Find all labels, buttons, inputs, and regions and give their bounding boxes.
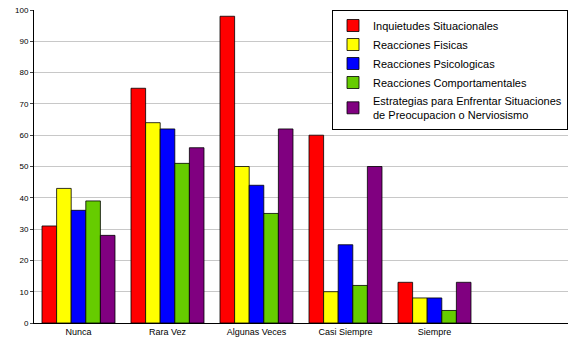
svg-text:0: 0 xyxy=(24,319,29,328)
svg-text:Reacciones Psicologicas: Reacciones Psicologicas xyxy=(373,58,495,70)
svg-text:Inquietudes Situacionales: Inquietudes Situacionales xyxy=(373,20,499,32)
svg-text:100: 100 xyxy=(15,6,29,15)
svg-text:Reacciones Fisicas: Reacciones Fisicas xyxy=(373,39,468,51)
svg-text:Reacciones Comportamentales: Reacciones Comportamentales xyxy=(373,77,527,89)
svg-text:40: 40 xyxy=(19,194,28,203)
svg-text:90: 90 xyxy=(19,37,28,46)
svg-text:80: 80 xyxy=(19,68,28,77)
svg-text:Nunca: Nunca xyxy=(65,327,91,337)
svg-text:Casi Siempre: Casi Siempre xyxy=(318,327,372,337)
svg-text:70: 70 xyxy=(19,100,28,109)
svg-text:20: 20 xyxy=(19,256,28,265)
svg-text:60: 60 xyxy=(19,131,28,140)
svg-text:30: 30 xyxy=(19,225,28,234)
svg-text:Siempre: Siempre xyxy=(418,327,452,337)
svg-text:Estrategias para Enfrentar Sit: Estrategias para Enfrentar Situacionesde… xyxy=(373,95,562,121)
svg-text:Rara Vez: Rara Vez xyxy=(149,327,187,337)
svg-text:Algunas Veces: Algunas Veces xyxy=(227,327,287,337)
svg-text:10: 10 xyxy=(19,288,28,297)
svg-text:50: 50 xyxy=(19,162,28,171)
